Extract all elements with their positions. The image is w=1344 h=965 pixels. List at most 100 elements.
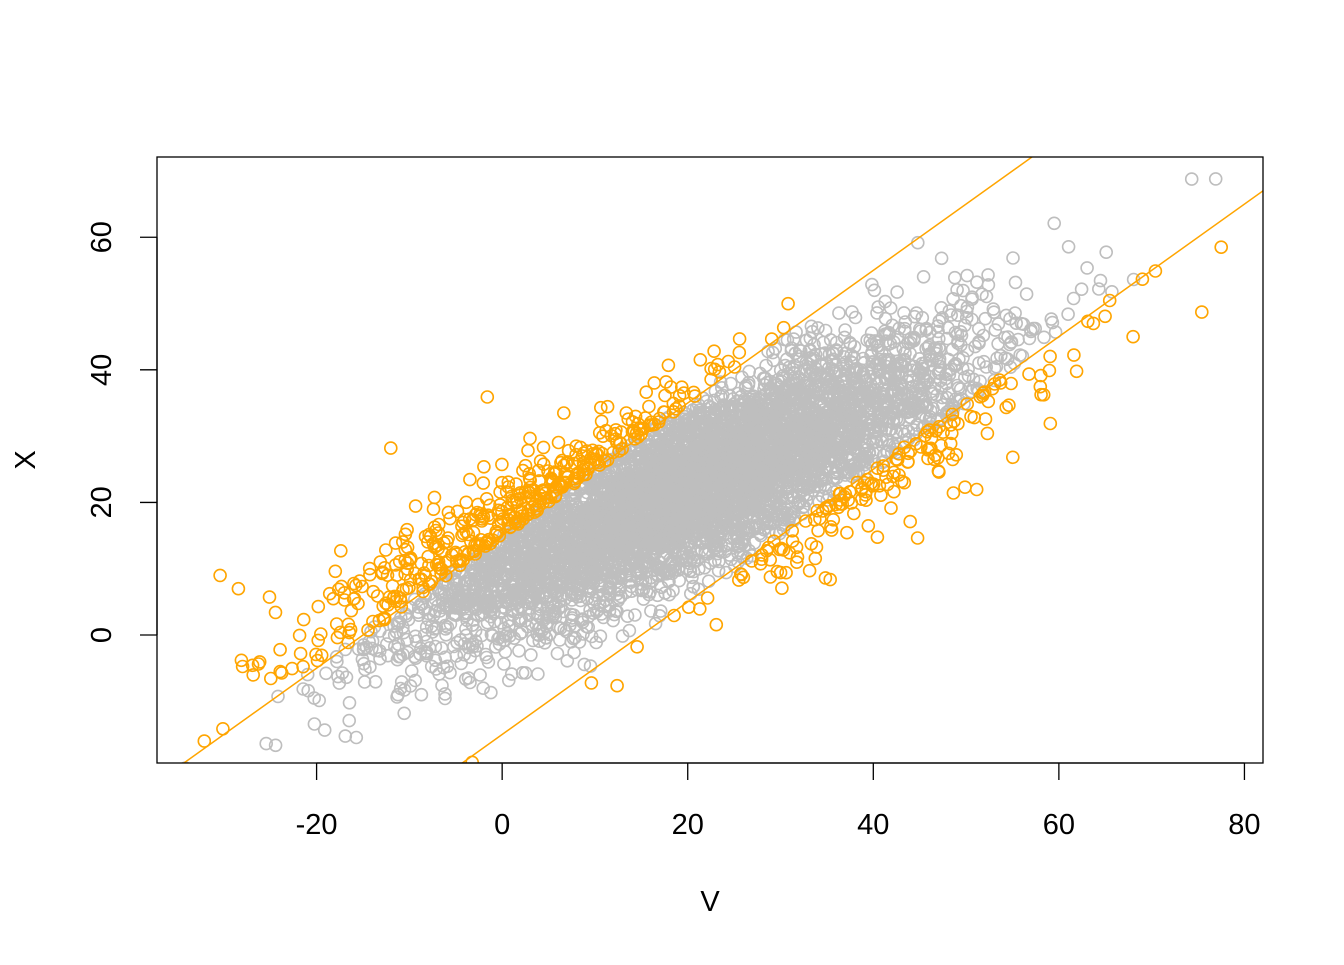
data-point: [342, 713, 357, 728]
data-point: [961, 369, 976, 383]
data-point: [542, 627, 557, 642]
data-point: [421, 606, 436, 621]
data-point: [368, 674, 383, 689]
data-point: [972, 336, 986, 351]
data-point: [387, 639, 402, 654]
data-point: [946, 291, 960, 306]
data-point: [312, 693, 327, 708]
data-point: [515, 665, 530, 680]
data-point: [1019, 287, 1034, 301]
data-point: [878, 311, 893, 326]
data-point: [829, 343, 844, 357]
data-point: [550, 646, 565, 661]
data-point: [978, 311, 993, 326]
data-point: [408, 673, 423, 688]
data-point: [400, 632, 414, 647]
data-point: [531, 667, 545, 681]
data-point: [1066, 291, 1081, 306]
data-point: [1080, 261, 1094, 275]
data-point: [947, 270, 962, 285]
data-point: [811, 321, 825, 335]
data-point: [396, 625, 411, 640]
data-point: [653, 604, 668, 618]
data-point: [349, 730, 364, 745]
data-point: [351, 642, 366, 656]
data-point: [504, 667, 519, 681]
data-point: [473, 668, 487, 682]
data-point: [443, 665, 457, 680]
data-point: [1037, 330, 1051, 345]
data-point: [518, 666, 533, 680]
data-point: [988, 323, 1003, 337]
data-point: [732, 539, 747, 553]
data-point: [932, 340, 946, 355]
data-point: [465, 637, 480, 651]
data-point: [593, 629, 608, 644]
data-point: [1099, 245, 1113, 259]
data-point: [379, 637, 394, 651]
data-point: [903, 346, 917, 361]
data-point: [941, 320, 955, 335]
data-point: [484, 685, 498, 700]
data-point: [572, 635, 587, 649]
data-point: [259, 736, 274, 751]
data-point: [492, 630, 507, 645]
data-point: [373, 651, 387, 666]
data-point: [317, 723, 332, 737]
data-point: [832, 306, 846, 320]
data-point: [180, 761, 190, 763]
data-point: [428, 653, 443, 668]
data-point: [686, 579, 701, 594]
data-point: [465, 563, 480, 578]
data-point: [438, 691, 452, 706]
data-point: [524, 648, 538, 662]
data-point: [1061, 307, 1075, 322]
data-point: [459, 621, 473, 636]
data-point: [730, 536, 745, 551]
data-point: [492, 637, 507, 651]
data-point: [357, 656, 371, 671]
data-point: [319, 666, 333, 681]
data-point: [1045, 315, 1060, 330]
data-point: [397, 706, 412, 721]
data-point: [539, 630, 553, 645]
data-point: [1105, 284, 1119, 299]
data-point: [829, 335, 844, 350]
data-point: [338, 729, 353, 743]
data-point: [497, 657, 511, 671]
data-point: [484, 627, 499, 642]
data-point: [419, 620, 434, 634]
data-point: [658, 586, 672, 600]
data-point: [1011, 332, 1025, 347]
data-point: [713, 375, 728, 389]
data-point: [724, 552, 739, 567]
data-point: [845, 392, 860, 407]
data-point: [440, 620, 455, 634]
data-point: [396, 620, 410, 635]
data-point: [454, 656, 469, 671]
data-point: [560, 653, 575, 668]
data-point: [409, 634, 424, 649]
data-point: [1024, 324, 1038, 339]
data-point: [338, 642, 353, 657]
data-point: [715, 388, 730, 403]
data-point: [701, 574, 716, 589]
data-point: [268, 738, 283, 753]
data-point: [951, 334, 965, 348]
data-point: [932, 366, 947, 381]
data-point: [329, 649, 344, 664]
data-point: [804, 319, 819, 334]
data-point: [870, 306, 884, 320]
data-point: [307, 717, 322, 731]
data-point: [999, 308, 1014, 323]
data-point: [960, 268, 974, 283]
data-point: [778, 358, 793, 373]
data-point: [342, 695, 357, 710]
data-point: [986, 302, 1001, 316]
data-point: [723, 389, 737, 403]
data-point: [330, 654, 344, 669]
points-layer: [180, 172, 1228, 763]
data-point: [271, 689, 285, 704]
data-point: [697, 560, 712, 575]
data-point: [981, 268, 995, 282]
